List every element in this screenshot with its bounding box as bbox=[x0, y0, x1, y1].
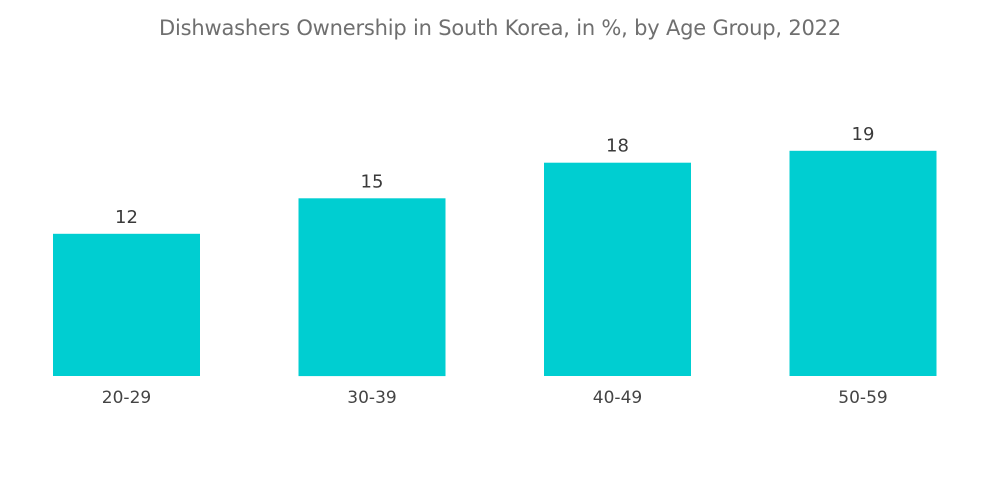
value-label-50-59: 19 bbox=[852, 124, 875, 145]
bar-50-59 bbox=[789, 150, 937, 376]
x-tick-label-50-59: 50-59 bbox=[838, 388, 887, 408]
bar-30-39 bbox=[298, 198, 446, 377]
x-tick-label-30-39: 30-39 bbox=[347, 388, 396, 408]
bar-40-49 bbox=[544, 162, 691, 376]
value-label-40-49: 18 bbox=[606, 136, 629, 157]
value-label-30-39: 15 bbox=[361, 171, 384, 192]
x-tick-label-20-29: 20-29 bbox=[102, 388, 151, 408]
bar-20-29 bbox=[53, 233, 200, 376]
x-tick-label-40-49: 40-49 bbox=[593, 388, 642, 408]
value-label-20-29: 12 bbox=[115, 207, 138, 228]
chart-title: Dishwashers Ownership in South Korea, in… bbox=[159, 16, 841, 40]
